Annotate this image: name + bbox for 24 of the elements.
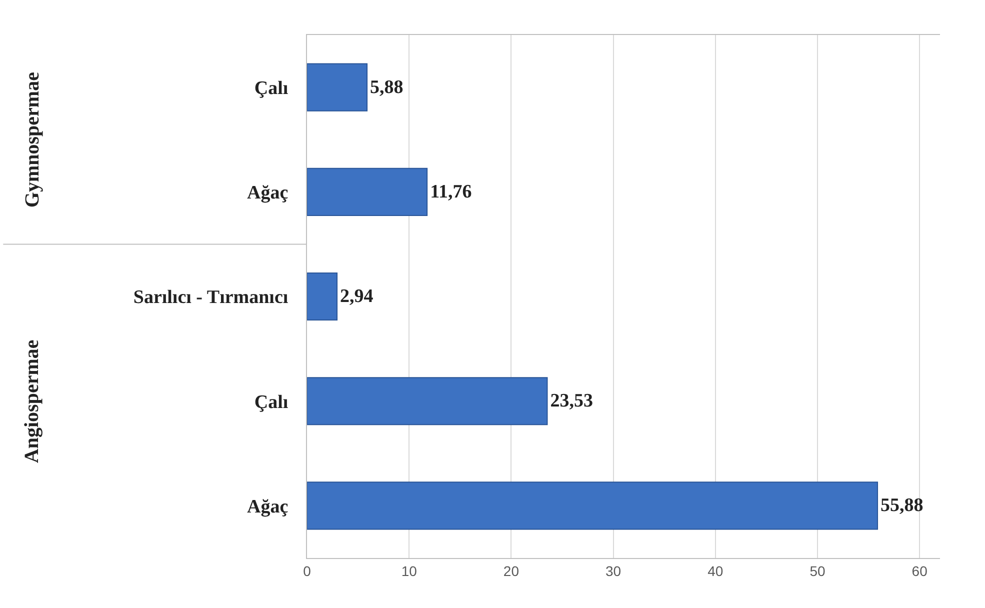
data-label: 55,88 bbox=[880, 495, 924, 516]
text: Angiospermae bbox=[20, 340, 43, 464]
x-tick-label: 10 bbox=[401, 562, 418, 579]
bar bbox=[307, 63, 368, 112]
x-tick-label: 0 bbox=[303, 562, 312, 579]
y-tick-label: Çalı bbox=[254, 78, 288, 99]
x-tick-label: 30 bbox=[606, 562, 622, 579]
text: Gymnospermae bbox=[21, 72, 44, 208]
x-tick-label: 60 bbox=[912, 562, 928, 579]
x-tick-label: 50 bbox=[810, 562, 826, 579]
x-tick-label: 40 bbox=[708, 562, 724, 579]
y-tick-label: Ağaç bbox=[247, 496, 288, 518]
bar bbox=[307, 482, 878, 530]
data-label: 23,53 bbox=[550, 390, 593, 412]
y-tick-label: Ağaç bbox=[247, 182, 288, 204]
x-tick-label: 20 bbox=[503, 562, 520, 579]
data-label: 11,76 bbox=[430, 181, 472, 202]
bar bbox=[307, 168, 428, 216]
bar bbox=[307, 272, 338, 321]
y-tick-label: Sarılıcı - Tırmanıcı bbox=[133, 287, 288, 308]
bar bbox=[307, 377, 548, 426]
data-label: 5,88 bbox=[370, 76, 404, 98]
data-label: 2,94 bbox=[340, 286, 374, 307]
y-tick-label: Çalı bbox=[254, 392, 288, 413]
